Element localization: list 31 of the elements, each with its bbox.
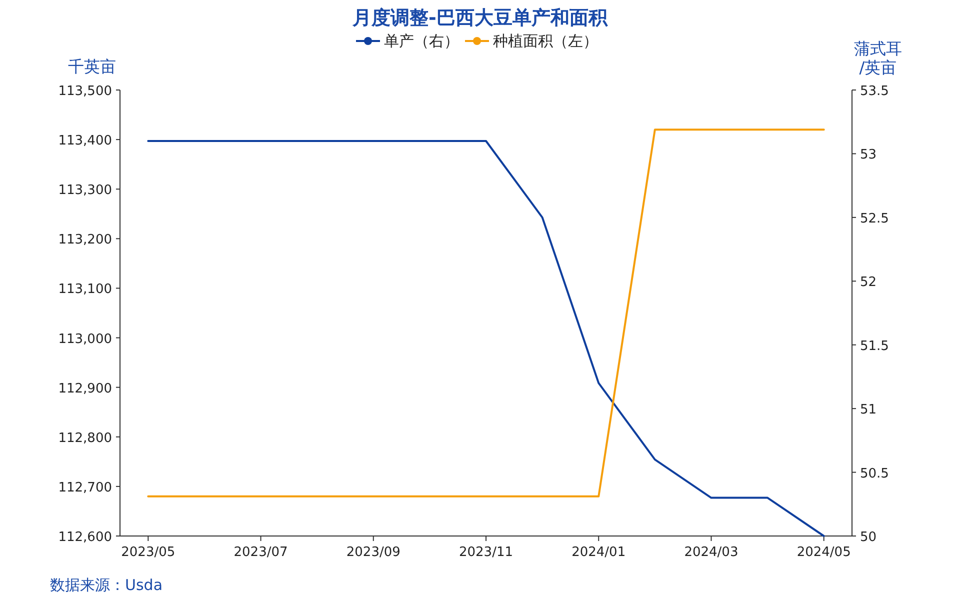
x-tick-label: 2024/03 [684, 545, 738, 560]
x-tick-label: 2023/07 [234, 545, 288, 560]
x-tick-label: 2024/01 [572, 545, 626, 560]
y2-tick-label: 52 [860, 275, 877, 290]
legend-label: 单产（右） [384, 32, 459, 50]
y2-tick-label: 50.5 [860, 466, 889, 482]
y-tick-label: 113,100 [58, 282, 112, 298]
y-tick-label: 112,800 [58, 430, 112, 446]
y2-tick-label: 52.5 [860, 211, 889, 226]
x-tick-label: 2024/05 [796, 545, 851, 560]
y-tick-label: 112,600 [58, 530, 112, 545]
legend-label: 种植面积（左） [493, 32, 598, 50]
y2-axis-title: 蒲式耳/英亩 [854, 39, 902, 77]
y-tick-label: 112,700 [58, 480, 112, 496]
y2-tick-label: 50 [860, 530, 877, 545]
y-tick-label: 113,400 [58, 134, 112, 149]
chart-title: 月度调整-巴西大豆单产和面积 [352, 7, 608, 29]
y2-tick-label: 51.5 [860, 338, 889, 354]
y2-tick-label: 53.5 [860, 84, 889, 99]
x-tick-label: 2023/05 [121, 545, 176, 560]
x-tick-label: 2023/09 [346, 545, 400, 560]
y-tick-label: 113,500 [58, 84, 112, 99]
y-tick-label: 113,200 [58, 232, 112, 248]
y-tick-label: 112,900 [58, 381, 112, 396]
y-tick-label: 113,000 [58, 332, 112, 347]
source-note: 数据来源：Usda [50, 576, 163, 594]
y2-tick-label: 51 [860, 402, 877, 418]
y-tick-label: 113,300 [58, 183, 112, 198]
x-tick-label: 2023/11 [458, 545, 514, 560]
y-axis-title: 千英亩 [68, 57, 116, 76]
y2-tick-label: 53 [860, 148, 877, 163]
